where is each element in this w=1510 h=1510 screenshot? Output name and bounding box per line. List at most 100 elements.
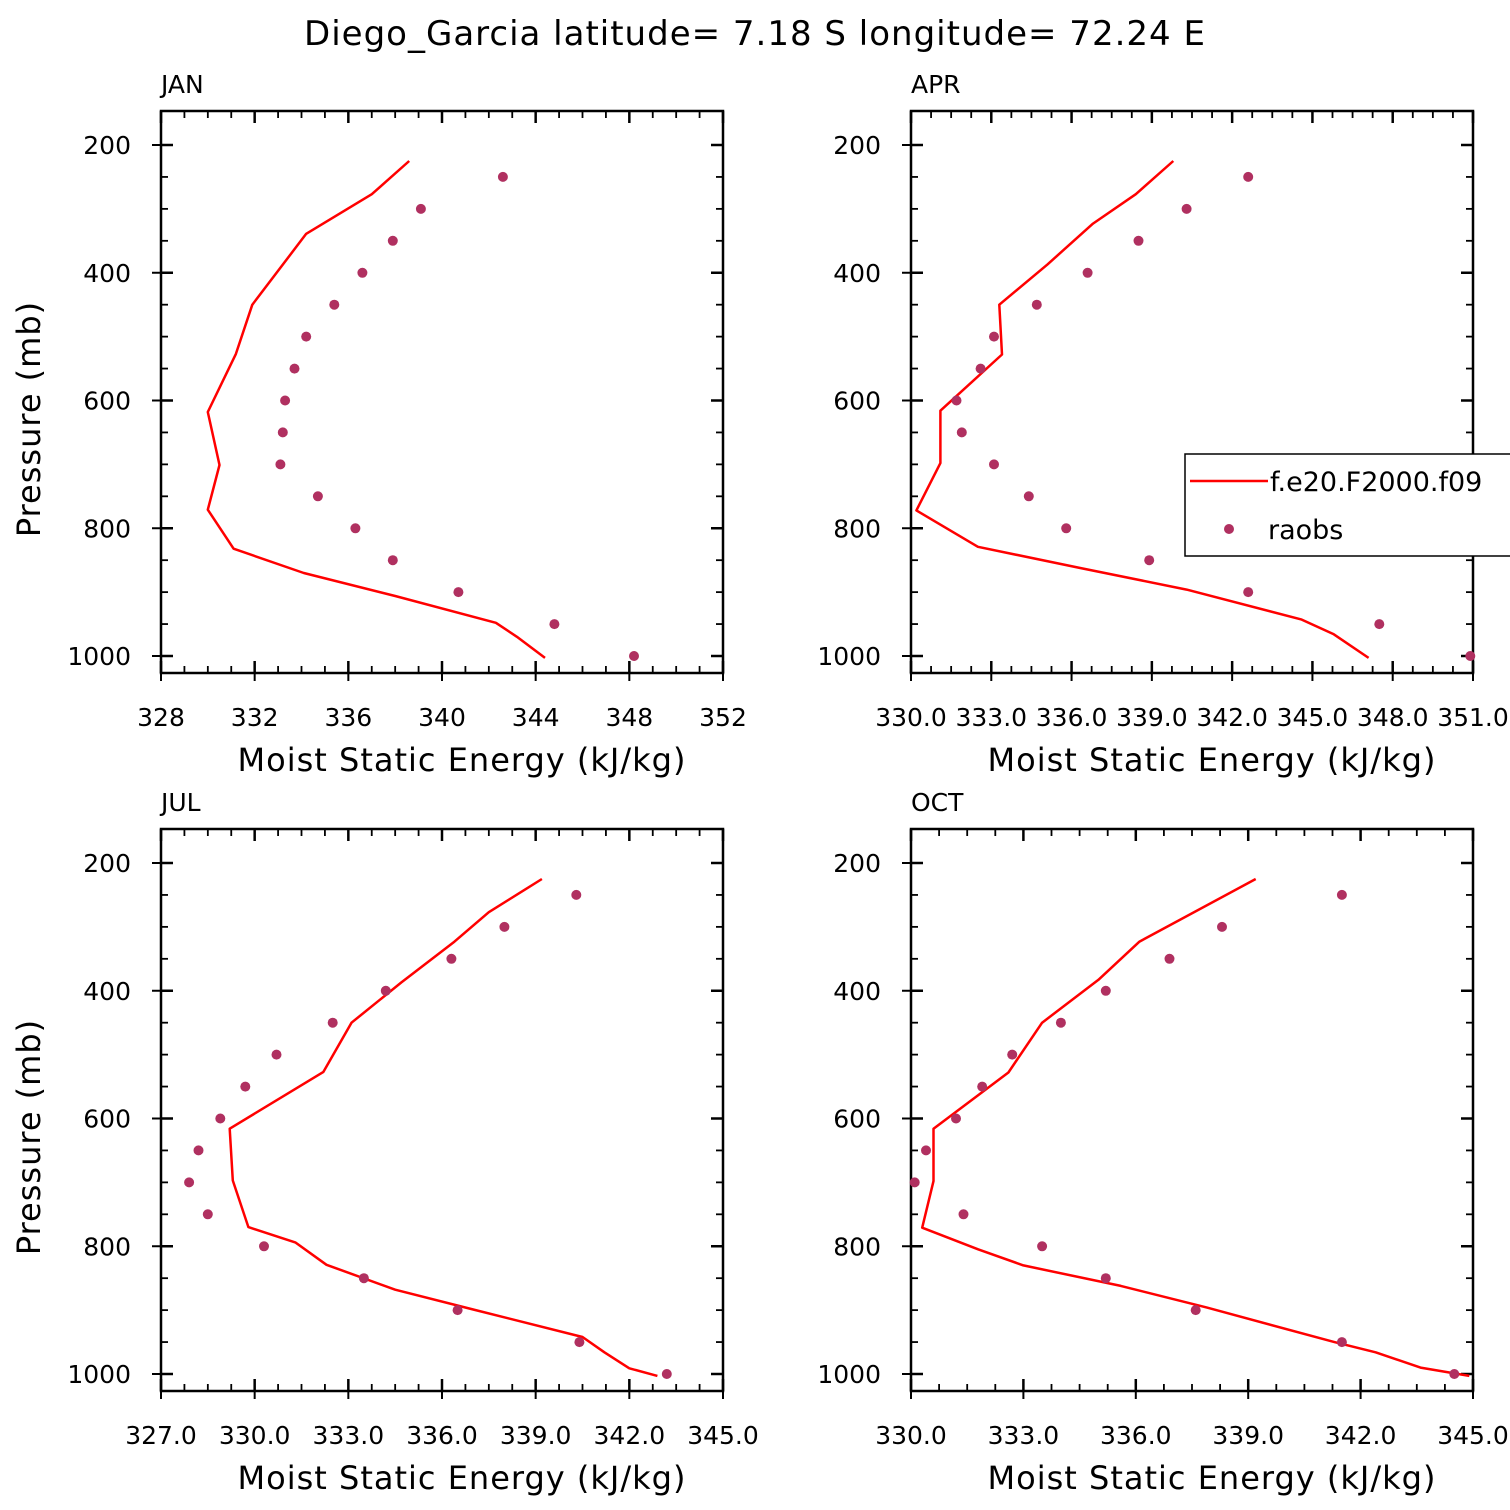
raobs-point-jan [350,523,361,534]
x-tick-label: 330.0 [875,703,947,732]
raobs-point-apr [989,331,999,342]
x-tick-label: 336.0 [1036,703,1108,732]
panel-label-jan: JAN [159,70,204,99]
raobs-point-oct [1100,985,1111,996]
x-tick-label: 339.0 [500,1421,572,1450]
raobs-point-apr [975,363,986,374]
raobs-point-jan [497,171,508,182]
x-tick-label: 345.0 [1437,1421,1509,1450]
raobs-point-jul [358,1273,369,1284]
x-tick-label: 351.0 [1437,703,1509,732]
raobs-point-oct [951,1113,961,1124]
raobs-point-oct [1336,889,1347,900]
raobs-point-apr [1133,235,1144,246]
x-tick-label: 339.0 [1116,703,1188,732]
x-tick-label: 342.0 [1196,703,1268,732]
raobs-point-apr [1023,491,1034,502]
raobs-point-jan [312,491,323,502]
y-tick-label: 200 [83,131,131,160]
x-axis-label: Moist Static Energy (kJ/kg) [988,741,1437,779]
y-axis-label: Pressure (mb) [10,301,48,537]
raobs-point-oct [1055,1017,1066,1028]
y-tick-label: 800 [83,1232,131,1261]
panel-oct: 330.0 333.0 336.0 339.0 342.0 345.0 200 400 600 8… [817,788,1508,1497]
raobs-point-oct [977,1081,988,1092]
x-tick-label: 344 [512,703,560,732]
raobs-point-apr [1243,587,1254,598]
raobs-point-oct [958,1209,969,1220]
panels: 328 332 336 340 344 348 352 200 400 600 800 1000 JAN… [10,70,1509,1497]
x-tick-label: 336.0 [1100,1421,1172,1450]
x-tick-label: 342.0 [1325,1421,1397,1450]
x-tick-label: 339.0 [1212,1421,1284,1450]
raobs-point-jul [193,1145,204,1156]
raobs-point-jan [301,331,312,342]
raobs-point-oct [909,1177,920,1188]
raobs-point-jan [275,459,286,470]
raobs-point-apr [989,459,999,470]
model-line-jul [228,877,658,1378]
y-tick-label: 400 [83,977,131,1006]
x-tick-label: 336 [324,703,372,732]
panel-jan: 328 332 336 340 344 348 352 200 400 600 800 1000 JAN… [10,70,747,779]
panel-apr: 330.0 333.0 336.0 339.0 342.0 345.0 348.0 351.0… [817,70,1508,779]
legend: f.e20.F2000.f09 raobs [1184,453,1510,557]
raobs-point-apr [1374,619,1385,630]
model-line-apr [915,160,1370,659]
x-tick-label: 328 [137,703,185,732]
x-tick-label: 330.0 [219,1421,291,1450]
raobs-point-jul [574,1337,585,1348]
raobs-point-jan [629,651,639,661]
raobs-point-apr [1181,203,1192,214]
raobs-point-apr [1061,523,1072,534]
raobs-point-oct [1217,921,1227,932]
raobs-point-apr [1243,171,1254,182]
raobs-point-jul [446,953,457,964]
x-tick-label: 333.0 [988,1421,1060,1450]
raobs-point-oct [921,1145,931,1156]
raobs-point-jan [329,299,340,310]
raobs-point-jul [452,1305,463,1316]
x-tick-label: 336.0 [406,1421,478,1450]
raobs-point-apr [1082,267,1093,278]
raobs-point-jan [453,587,464,598]
panel-label-jul: JUL [159,788,201,817]
raobs-point-jul [571,889,582,900]
legend-marker-swatch [1224,524,1234,534]
raobs-point-oct [1037,1241,1048,1252]
raobs-point-jul [327,1017,338,1028]
y-tick-label: 200 [833,849,881,878]
raobs-point-jul [271,1049,282,1060]
raobs-point-jan [415,203,426,214]
raobs-point-oct [1449,1369,1460,1379]
legend-box [1184,453,1510,557]
y-tick-label: 800 [833,514,881,543]
raobs-point-oct [1336,1337,1347,1348]
raobs-point-oct [1190,1305,1201,1316]
raobs-point-jan [549,619,560,630]
x-tick-label: 348.0 [1357,703,1429,732]
x-tick-label: 330.0 [875,1421,947,1450]
legend-obs-label: raobs [1268,515,1343,546]
panel-label-apr: APR [911,70,961,99]
y-tick-label: 1000 [817,1360,881,1389]
raobs-point-jan [357,267,368,278]
raobs-point-apr [956,427,967,438]
x-tick-label: 352 [699,703,747,732]
raobs-point-jul [259,1241,269,1252]
x-tick-label: 327.0 [125,1421,197,1450]
y-tick-label: 200 [83,849,131,878]
raobs-point-oct [1007,1049,1018,1060]
x-tick-label: 345.0 [1277,703,1349,732]
raobs-point-jan [387,555,398,566]
raobs-point-apr [951,395,962,406]
y-tick-label: 800 [83,514,131,543]
x-tick-label: 333.0 [313,1421,385,1450]
x-tick-label: 348 [605,703,653,732]
x-axis-label: Moist Static Energy (kJ/kg) [238,741,687,779]
y-tick-label: 1000 [67,642,131,671]
y-tick-label: 600 [833,387,881,416]
y-tick-label: 400 [833,977,881,1006]
